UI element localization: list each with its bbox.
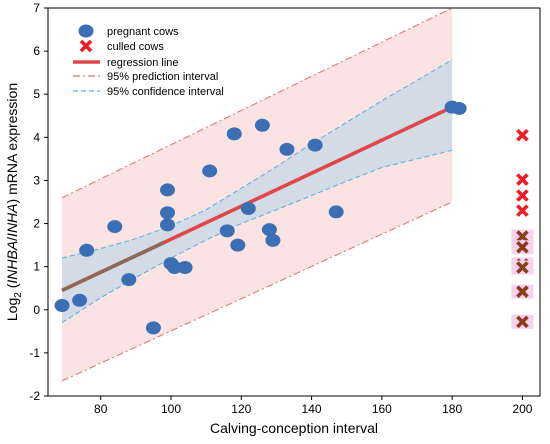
regression-line-overlap: [61, 240, 165, 293]
pregnant-cow-point: [328, 205, 344, 219]
culled-cow-marker: [516, 204, 529, 217]
chart-legend: pregnant cows culled cows regression lin…: [73, 24, 224, 98]
legend-label-culled: culled cows: [107, 41, 164, 53]
y-tick-label: 5: [33, 87, 40, 101]
prediction-lower-line: [61, 201, 453, 382]
legend-label-regression: regression line: [107, 57, 179, 69]
confidence-band: [62, 59, 453, 323]
x-tick-label: 140: [302, 402, 322, 416]
culled-cow-marker: [516, 173, 529, 186]
culled-cow-x: [516, 128, 529, 142]
y-label-slash: /: [4, 237, 20, 241]
culled-cow-x: [516, 204, 529, 217]
culled-cow-marker: [516, 189, 529, 202]
y-label-rest: ) mRNA expression: [4, 83, 20, 204]
culled-cow-x: [516, 285, 529, 298]
pregnant-cow-point: [219, 224, 235, 238]
x-axis-label: Calving-conception interval: [210, 420, 378, 436]
culled-cow-marker: [516, 128, 529, 142]
y-tick-label: 6: [33, 44, 40, 58]
pregnant-cow-point: [226, 127, 242, 141]
y-label-prefix: Log: [4, 298, 20, 321]
y-tick-label: 7: [33, 1, 40, 15]
culled-cow-x: [516, 240, 529, 254]
legend-marker-pregnant: [78, 24, 94, 38]
y-tick-label: 1: [33, 260, 40, 274]
pregnant-cow-point: [279, 142, 295, 156]
pregnant-cow-point: [145, 321, 161, 335]
y-tick-label: 3: [33, 173, 40, 187]
pregnant-cow-point: [261, 223, 277, 237]
legend-label-prediction: 95% prediction interval: [107, 71, 218, 83]
y-tick-label: 0: [33, 303, 40, 317]
y-tick-label: -2: [29, 389, 40, 403]
pregnant-cow-point: [202, 164, 218, 178]
y-label-gene2: INHA: [4, 203, 20, 236]
y-tick-label: -1: [29, 346, 40, 360]
pregnant-cow-point: [230, 238, 246, 252]
culled-cow-marker: [516, 230, 529, 243]
y-label-subscript: 2: [13, 292, 24, 298]
culled-cow-x: [516, 173, 529, 186]
prediction-upper-line: [61, 7, 453, 199]
pregnant-cow-point: [159, 218, 175, 232]
x-tick-label: 80: [94, 402, 108, 416]
pregnant-cow-point: [121, 273, 137, 287]
pregnant-cow-point: [254, 118, 270, 132]
x-tick-label: 120: [231, 402, 251, 416]
pregnant-cow-point: [72, 293, 88, 307]
legend-marker-culled: [79, 39, 93, 53]
culled-cow-x: [516, 315, 529, 329]
y-label-open: (: [4, 283, 20, 292]
pregnant-cow-point: [107, 220, 123, 234]
pregnant-cow-point: [265, 233, 281, 247]
plot-frame: [47, 7, 541, 397]
culled-cow-marker: [516, 240, 529, 254]
culled-cow-x: [516, 189, 529, 202]
pregnant-cow-point: [79, 243, 95, 257]
axes: [47, 7, 541, 397]
pregnant-cow-point: [159, 206, 175, 220]
x-tick-label: 180: [442, 402, 462, 416]
y-tick-label: 4: [33, 130, 40, 144]
pregnant-cow-point: [240, 201, 256, 215]
x-tick-label: 200: [512, 402, 532, 416]
x-tick-label: 160: [372, 402, 392, 416]
y-label-gene1: INHBA: [4, 241, 20, 284]
y-axis-label: Log2 (INHBA/INHA) mRNA expression: [4, 83, 24, 321]
tick-labels: 80 100 120 140 160 180 200 -2 -1 0 1 2 3 4 5 6 7: [29, 1, 532, 416]
pregnant-cow-point: [54, 298, 70, 312]
pregnant-cow-point: [307, 138, 323, 152]
y-tick-label: 2: [33, 217, 40, 231]
data-points: [54, 100, 534, 335]
legend-label-pregnant: pregnant cows: [107, 26, 179, 38]
culled-cow-x: [516, 261, 529, 274]
culled-cow-x: [516, 230, 529, 243]
x-tick-label: 100: [161, 402, 181, 416]
pregnant-cow-point: [159, 183, 175, 197]
confidence-lower-line: [61, 149, 453, 324]
culled-cow-marker: [516, 261, 529, 274]
culled-cow-marker: [516, 285, 529, 298]
legend-label-confidence: 95% confidence interval: [107, 86, 224, 98]
pregnant-cow-point: [167, 261, 183, 275]
pregnant-cow-point: [177, 261, 193, 275]
culled-cow-marker: [516, 315, 529, 329]
pregnant-cow-point: [451, 101, 467, 115]
interval-bands: [61, 7, 453, 382]
